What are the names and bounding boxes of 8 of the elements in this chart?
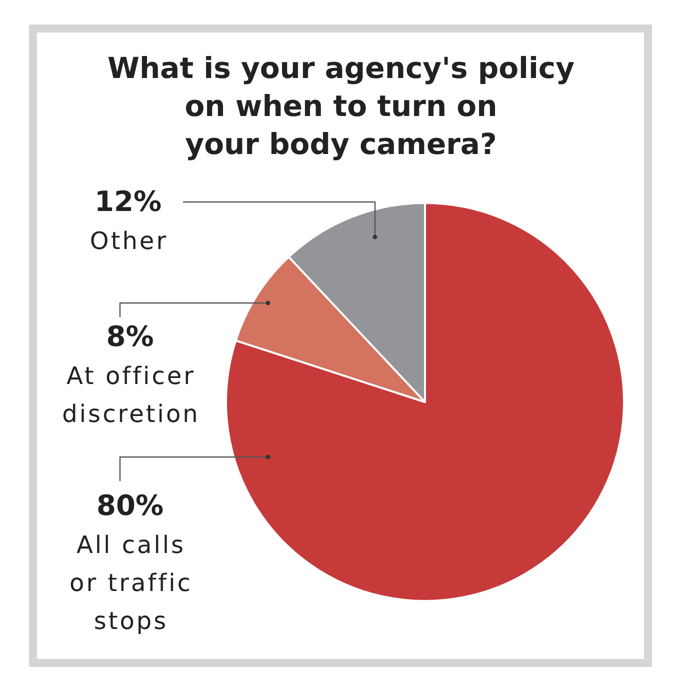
data-label: 80% [96, 489, 164, 522]
chart-title: What is your agency's policy on when to turn on your body camera? [108, 51, 575, 161]
slice-label: All calls or traffic stops [70, 531, 192, 635]
pie-slice [225, 202, 625, 602]
slice-label: Other [90, 227, 168, 255]
data-label: 8% [106, 320, 154, 353]
slice-label: At officer discretion [62, 362, 200, 428]
data-label: 12% [94, 185, 162, 218]
